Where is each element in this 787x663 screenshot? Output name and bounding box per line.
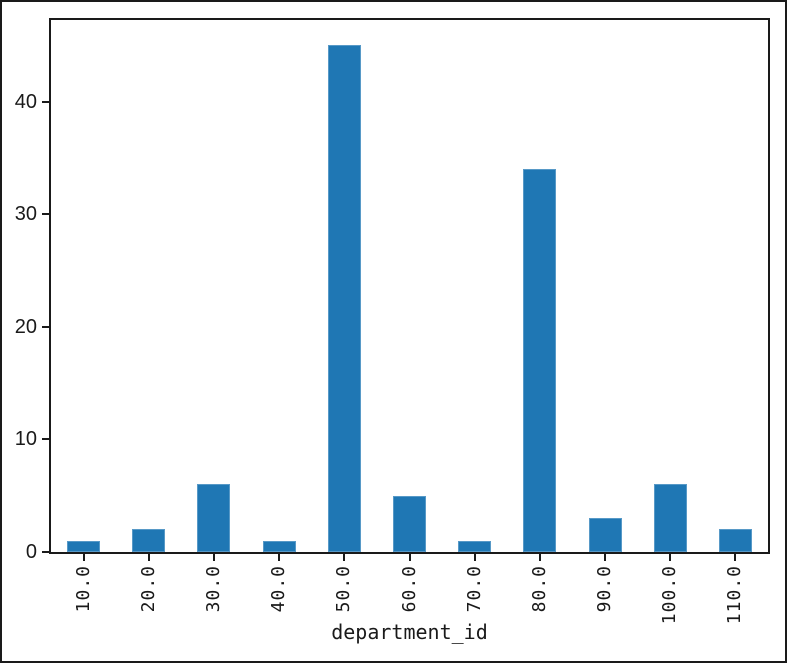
- bar: [393, 495, 426, 552]
- bar: [523, 169, 557, 552]
- bar: [132, 529, 166, 552]
- x-tick: [278, 554, 281, 561]
- x-tick-label: 50.0: [333, 565, 355, 613]
- x-tick: [473, 554, 476, 561]
- x-tick: [734, 554, 737, 561]
- x-tick-label: 30.0: [202, 565, 224, 613]
- plot-area: 10.0 20.0 30.0 40.0 50.0 60.0 70.0 80.0 90.0 100.…: [15, 18, 770, 624]
- bar: [653, 484, 687, 552]
- y-tick: [42, 213, 49, 216]
- x-tick: [408, 554, 411, 561]
- y-tick-label: 20: [14, 315, 37, 338]
- y-tick-label: 40: [14, 90, 37, 113]
- bar: [458, 540, 492, 552]
- y-tick: [42, 551, 49, 553]
- x-tick-label: 60.0: [398, 565, 420, 613]
- x-tick: [212, 554, 215, 561]
- bar: [67, 540, 101, 552]
- x-tick: [82, 554, 85, 561]
- bar: [718, 529, 752, 552]
- x-tick-label: 90.0: [594, 565, 616, 613]
- x-tick: [604, 554, 607, 561]
- x-axis-label: department_id: [331, 620, 488, 644]
- x-tick-label: 110.0: [724, 565, 746, 625]
- y-tick: [42, 325, 49, 328]
- bar: [588, 518, 622, 552]
- x-tick: [343, 554, 346, 561]
- bar: [327, 45, 361, 552]
- x-tick: [147, 554, 150, 561]
- x-tick-label: 100.0: [659, 565, 681, 625]
- x-tick-label: 70.0: [463, 565, 485, 613]
- x-tick-label: 80.0: [528, 565, 550, 613]
- y-tick: [42, 438, 49, 441]
- x-tick-label: 10.0: [72, 565, 94, 613]
- x-tick-label: 40.0: [268, 565, 290, 613]
- x-tick-label: 20.0: [137, 565, 159, 613]
- y-tick: [42, 100, 49, 103]
- y-tick-label: 0: [25, 541, 37, 563]
- y-tick-label: 30: [14, 203, 37, 226]
- bar: [262, 540, 296, 552]
- bar: [197, 484, 231, 552]
- x-tick: [669, 554, 672, 561]
- y-tick-label: 10: [14, 428, 37, 451]
- x-tick: [538, 554, 541, 561]
